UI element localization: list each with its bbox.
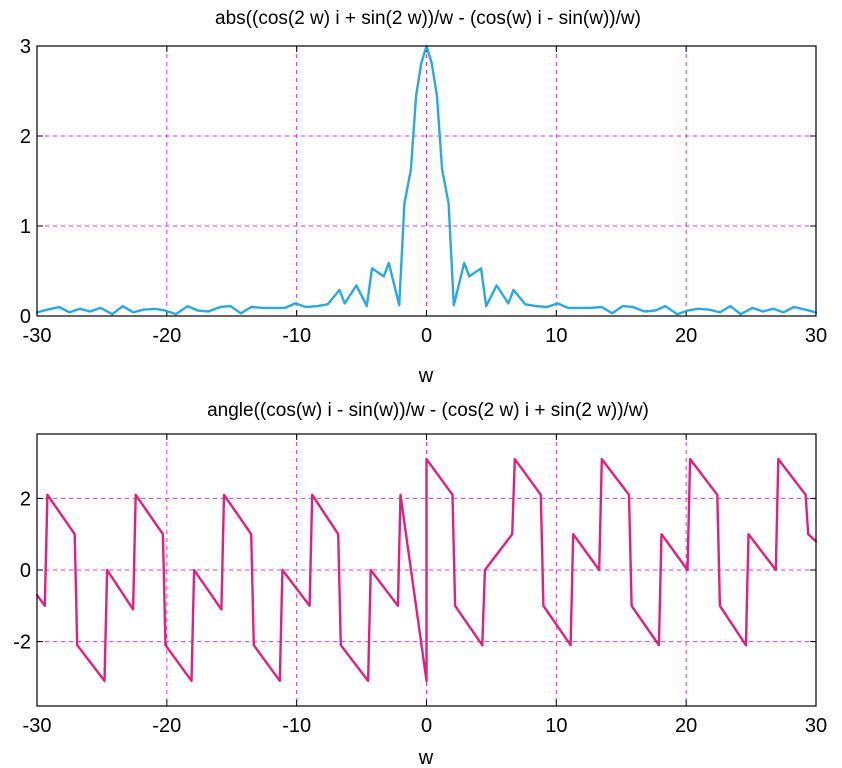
magnitude-xtick-label: 20 <box>675 325 697 347</box>
magnitude-plot-frame <box>36 45 817 317</box>
magnitude-ytick-label: 1 <box>20 216 31 238</box>
magnitude-xtick-label: -30 <box>23 325 52 347</box>
magnitude-xtick-label: 10 <box>545 325 567 347</box>
magnitude-ytick-label: 3 <box>20 36 31 58</box>
phase-panel: angle((cos(w) i - sin(w))/w - (cos(2 w) … <box>13 400 827 768</box>
phase-xtick-label: -20 <box>152 715 181 737</box>
phase-series <box>35 457 818 683</box>
magnitude-xtick-label: -10 <box>282 325 311 347</box>
phase-xtick-label: 0 <box>421 715 432 737</box>
phase-plot-frame <box>36 433 817 707</box>
magnitude-xtick-label: -20 <box>152 325 181 347</box>
magnitude-x-axis-label: w <box>418 365 434 387</box>
phase-x-axis-label: w <box>418 747 434 768</box>
magnitude-panel: abs((cos(2 w) i + sin(2 w))/w - (cos(w) … <box>20 8 827 387</box>
phase-ytick-label: -2 <box>13 632 31 654</box>
phase-ytick-label: 0 <box>20 560 31 582</box>
phase-xtick-label: 20 <box>675 715 697 737</box>
magnitude-ytick-label: 2 <box>20 126 31 148</box>
magnitude-xtick-label: 30 <box>805 325 827 347</box>
magnitude-ytick-label: 0 <box>20 306 31 328</box>
phase-ticks: -30 -20 -10 0 10 20 30-202 <box>13 434 827 737</box>
phase-series-line-0 <box>35 457 818 683</box>
phase-xtick-label: 30 <box>805 715 827 737</box>
magnitude-ticks: -30 -20 -10 0 10 20 30 0 1 2 3 <box>20 36 827 347</box>
phase-ytick-label: 2 <box>20 488 31 510</box>
phase-xtick-label: 10 <box>545 715 567 737</box>
phase-xtick-label: -30 <box>23 715 52 737</box>
phase-xtick-label: -10 <box>282 715 311 737</box>
magnitude-title: abs((cos(2 w) i + sin(2 w))/w - (cos(w) … <box>215 8 641 29</box>
magnitude-gridlines <box>37 46 816 316</box>
magnitude-xtick-label: 0 <box>421 325 432 347</box>
phase-title: angle((cos(w) i - sin(w))/w - (cos(2 w) … <box>207 400 649 421</box>
